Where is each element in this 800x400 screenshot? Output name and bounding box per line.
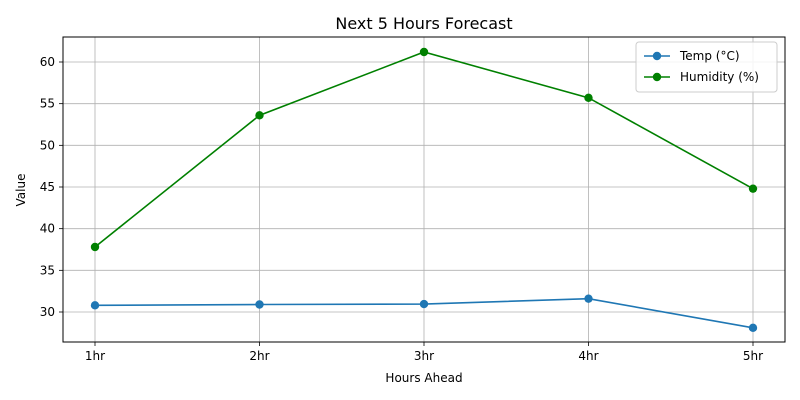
x-tick-label: 5hr bbox=[743, 349, 763, 363]
y-tick-label: 30 bbox=[40, 305, 55, 319]
series-layer bbox=[90, 47, 758, 333]
legend: Temp (°C) Humidity (%) bbox=[635, 41, 778, 93]
data-point bbox=[419, 299, 429, 309]
data-point bbox=[255, 111, 264, 120]
x-tick-label: 2hr bbox=[249, 349, 269, 363]
legend-label: Humidity (%) bbox=[680, 70, 759, 84]
chart-title: Next 5 Hours Forecast bbox=[335, 14, 512, 33]
legend-marker bbox=[652, 51, 662, 61]
legend-marker bbox=[652, 72, 662, 82]
x-tick-label: 1hr bbox=[85, 349, 105, 363]
x-axis: 1hr 2hr 3hr 4hr 5hr bbox=[85, 342, 763, 363]
legend-label: Temp (°C) bbox=[679, 49, 740, 63]
y-axis: 30 35 40 45 50 55 60 bbox=[40, 55, 63, 319]
y-tick-label: 35 bbox=[40, 263, 55, 277]
legend-box bbox=[635, 41, 778, 93]
data-point bbox=[419, 47, 429, 57]
y-tick-label: 50 bbox=[40, 138, 55, 152]
data-point bbox=[584, 93, 593, 103]
x-tick-label: 4hr bbox=[578, 349, 598, 363]
y-tick-label: 55 bbox=[40, 97, 55, 111]
y-tick-label: 40 bbox=[40, 222, 55, 236]
data-point bbox=[748, 184, 758, 193]
x-tick-label: 3hr bbox=[414, 349, 434, 363]
data-point bbox=[90, 242, 100, 252]
x-axis-label: Hours Ahead bbox=[385, 371, 462, 385]
data-point bbox=[90, 301, 100, 310]
y-tick-label: 60 bbox=[40, 55, 55, 69]
y-axis-label: Value bbox=[14, 174, 28, 207]
data-point bbox=[748, 323, 758, 333]
data-point bbox=[255, 300, 264, 309]
y-tick-label: 45 bbox=[40, 180, 55, 194]
data-point bbox=[584, 294, 593, 303]
